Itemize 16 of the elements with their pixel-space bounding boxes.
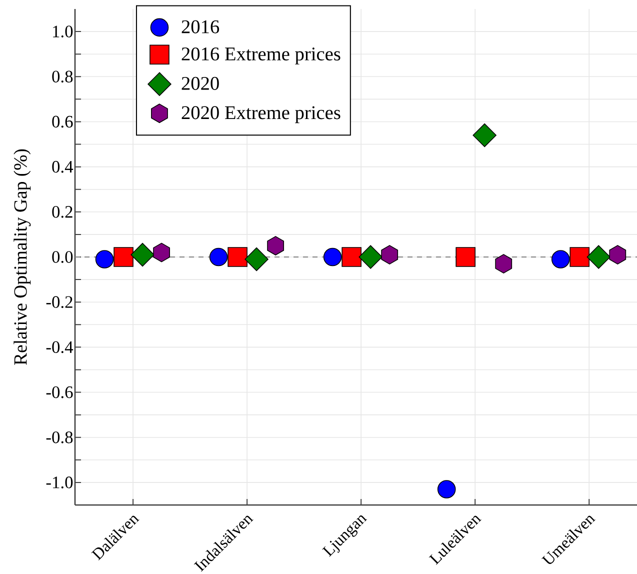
y-tick-label: 0.6 (52, 116, 73, 128)
y-tick-label: -1.0 (46, 476, 73, 488)
y-tick-label: 0.0 (52, 251, 73, 263)
y-tick-label: 0.8 (52, 70, 73, 83)
y-tick-label: 1.0 (53, 26, 73, 38)
y-axis-title: Relative Optimality Gap (%) (14, 149, 31, 365)
legend-label: 2020 (182, 76, 219, 90)
y-tick-label: -0.2 (46, 296, 72, 308)
y-tick-label: 0.2 (52, 206, 72, 218)
y-tick-label: -0.4 (46, 341, 74, 354)
legend-label: 2020 Extreme prices (182, 106, 340, 124)
y-tick-label: -0.6 (46, 386, 73, 398)
legend-label: 2016 Extreme prices (182, 47, 340, 64)
y-tick-label: 0.4 (52, 160, 74, 173)
y-tick-label: -0.8 (46, 431, 73, 444)
legend-label: 2016 (182, 20, 220, 34)
